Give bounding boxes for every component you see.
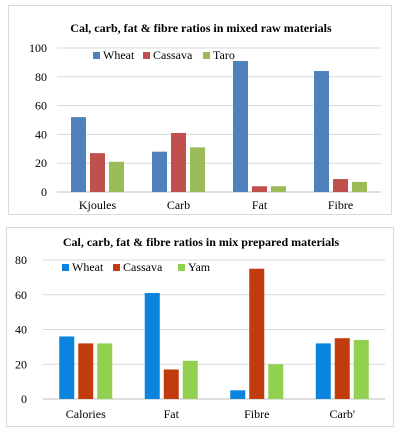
legend-swatch-wheat: [93, 52, 100, 59]
legend-label-taro: Taro: [213, 48, 235, 62]
legend-swatch-yam: [178, 264, 185, 271]
bar-taro-fat: [271, 186, 286, 192]
y-tick-label: 0: [21, 392, 27, 406]
bar-taro-kjoules: [109, 161, 124, 192]
bar-wheat-carb: [152, 151, 167, 192]
bar-wheat-fibre: [230, 390, 246, 399]
chart-raw-materials: Cal, carb, fat & fibre ratios in mixed r…: [29, 21, 381, 212]
legend-swatch-cassava: [113, 264, 120, 271]
bar-cassava-carb: [171, 132, 186, 192]
legend-label-cassava: Cassava: [153, 48, 193, 62]
bar-cassava-carb: [334, 338, 350, 399]
chart-panel-prepared: Cal, carb, fat & fibre ratios in mix pre…: [6, 227, 394, 427]
legend-label-cassava: Cassava: [123, 260, 163, 274]
y-tick-label: 40: [35, 127, 47, 141]
bar-cassava-fat: [252, 186, 267, 192]
legend-label-wheat: Wheat: [103, 48, 135, 62]
y-tick-label: 0: [41, 185, 47, 199]
category-label: Carb: [167, 198, 190, 212]
bar-yam-fibre: [268, 364, 284, 399]
bar-wheat-fat: [144, 293, 160, 399]
y-tick-label: 60: [35, 99, 47, 113]
chart-panel-raw: Cal, carb, fat & fibre ratios in mixed r…: [8, 5, 392, 215]
y-tick-label: 60: [15, 288, 27, 302]
bar-yam-fat: [182, 360, 198, 399]
category-label: Fibre: [328, 198, 353, 212]
category-label: Kjoules: [79, 198, 117, 212]
bar-cassava-kjoules: [90, 153, 105, 192]
chart-title: Cal, carb, fat & fibre ratios in mix pre…: [63, 235, 340, 249]
category-label: Calories: [66, 407, 106, 421]
bar-yam-calories: [97, 343, 113, 399]
y-tick-label: 80: [15, 253, 27, 267]
category-label: Fibre: [244, 407, 269, 421]
y-tick-label: 80: [35, 70, 47, 84]
legend-swatch-wheat: [62, 264, 69, 271]
bar-wheat-calories: [59, 336, 75, 399]
bar-wheat-fibre: [314, 71, 329, 192]
legend-swatch-taro: [203, 52, 210, 59]
bar-taro-fibre: [352, 181, 367, 192]
bar-cassava-fat: [163, 369, 179, 399]
category-label: Fat: [252, 198, 268, 212]
chart-title: Cal, carb, fat & fibre ratios in mixed r…: [70, 21, 332, 35]
chart-prepared-materials: Cal, carb, fat & fibre ratios in mix pre…: [15, 235, 385, 421]
bar-wheat-fat: [233, 60, 248, 193]
bar-wheat-carb: [315, 343, 331, 399]
bar-yam-carb: [353, 339, 369, 399]
bar-cassava-fibre: [249, 268, 265, 399]
category-label: Fat: [164, 407, 180, 421]
bar-taro-carb: [190, 147, 205, 192]
legend-label-yam: Yam: [188, 260, 211, 274]
y-tick-label: 20: [35, 156, 47, 170]
bar-cassava-calories: [78, 343, 94, 399]
category-label: Carb': [330, 407, 356, 421]
bar-cassava-fibre: [333, 179, 348, 192]
legend-label-wheat: Wheat: [72, 260, 104, 274]
y-tick-label: 100: [29, 41, 47, 55]
bar-wheat-kjoules: [71, 117, 86, 192]
y-tick-label: 40: [15, 323, 27, 337]
legend-swatch-cassava: [143, 52, 150, 59]
y-tick-label: 20: [15, 357, 27, 371]
